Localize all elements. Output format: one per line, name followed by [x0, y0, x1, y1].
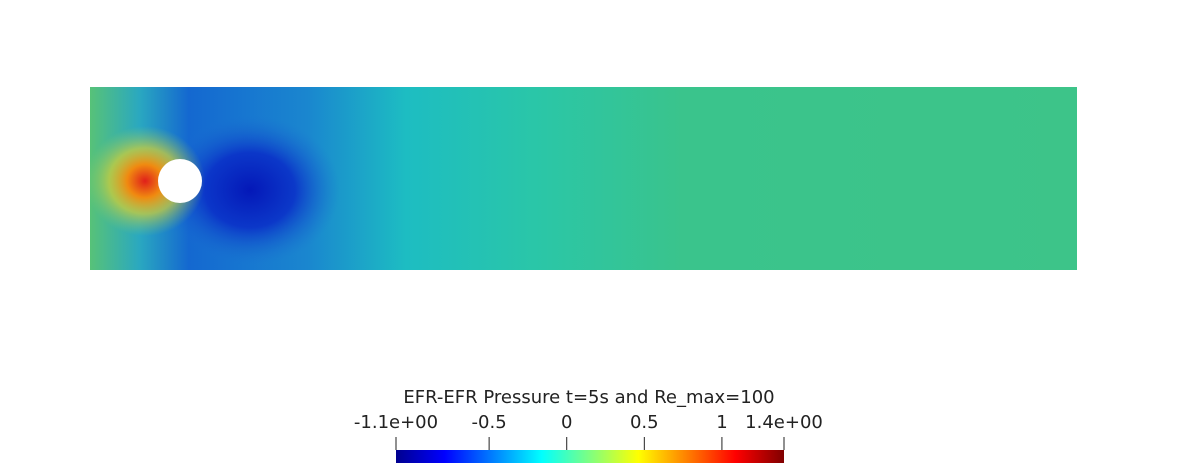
cylinder: [158, 159, 202, 203]
colorbar-tick-label: -0.5: [472, 412, 507, 433]
colorbar-title: EFR-EFR Pressure t=5s and Re_max=100: [403, 387, 774, 408]
colorbar-tick-label: -1.1e+00: [354, 412, 438, 433]
colorbar-tick-label: 0.5: [630, 412, 659, 433]
colorbar: [396, 450, 784, 463]
pressure-field: [90, 87, 1077, 270]
colorbar-tick-label: 0: [561, 412, 572, 433]
colorbar-tick-label: 1: [716, 412, 727, 433]
colorbar-tick-label: 1.4e+00: [745, 412, 823, 433]
